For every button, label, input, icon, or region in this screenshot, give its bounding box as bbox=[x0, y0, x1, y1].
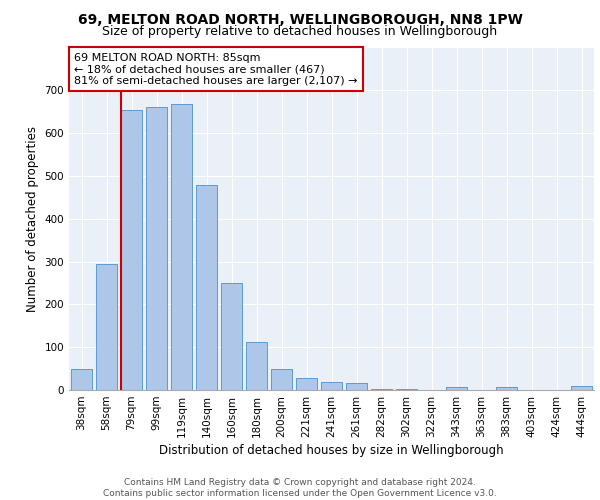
X-axis label: Distribution of detached houses by size in Wellingborough: Distribution of detached houses by size … bbox=[159, 444, 504, 457]
Bar bbox=[96, 264, 117, 390]
Bar bbox=[171, 104, 192, 390]
Y-axis label: Number of detached properties: Number of detached properties bbox=[26, 126, 39, 312]
Bar bbox=[121, 110, 142, 390]
Bar bbox=[246, 342, 267, 390]
Bar bbox=[71, 370, 92, 390]
Text: Size of property relative to detached houses in Wellingborough: Size of property relative to detached ho… bbox=[103, 25, 497, 38]
Bar bbox=[346, 382, 367, 390]
Bar bbox=[371, 388, 392, 390]
Bar bbox=[296, 378, 317, 390]
Bar bbox=[571, 386, 592, 390]
Bar bbox=[496, 386, 517, 390]
Text: Contains HM Land Registry data © Crown copyright and database right 2024.
Contai: Contains HM Land Registry data © Crown c… bbox=[103, 478, 497, 498]
Bar bbox=[396, 389, 417, 390]
Bar bbox=[196, 186, 217, 390]
Bar bbox=[271, 368, 292, 390]
Text: 69 MELTON ROAD NORTH: 85sqm
← 18% of detached houses are smaller (467)
81% of se: 69 MELTON ROAD NORTH: 85sqm ← 18% of det… bbox=[74, 52, 358, 86]
Bar bbox=[321, 382, 342, 390]
Bar bbox=[446, 387, 467, 390]
Bar bbox=[146, 108, 167, 390]
Text: 69, MELTON ROAD NORTH, WELLINGBOROUGH, NN8 1PW: 69, MELTON ROAD NORTH, WELLINGBOROUGH, N… bbox=[77, 12, 523, 26]
Bar bbox=[221, 282, 242, 390]
